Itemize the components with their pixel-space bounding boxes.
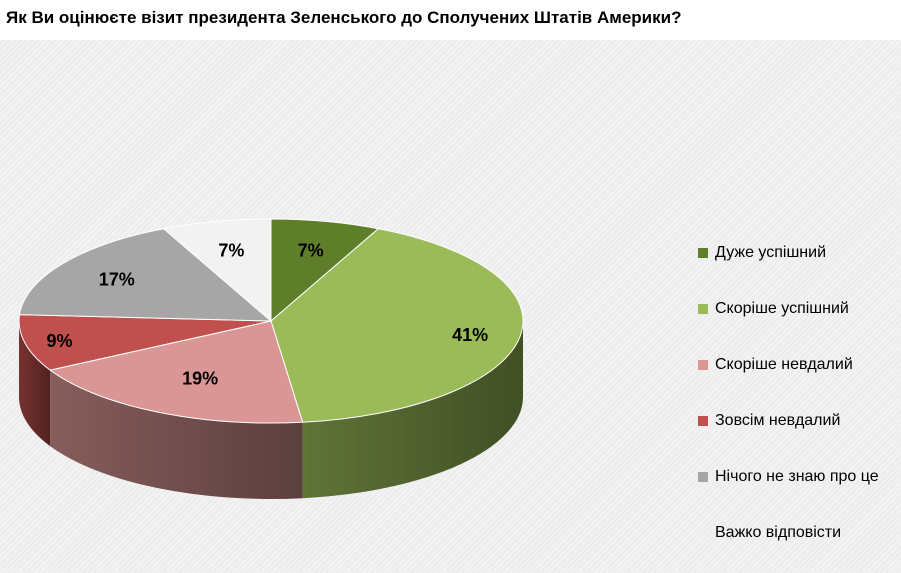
data-label-0: 7% <box>298 240 324 260</box>
legend-swatch-5 <box>698 528 708 538</box>
legend-label-1: Скоріше успішний <box>715 300 849 317</box>
legend-swatch-0 <box>698 248 708 258</box>
pie-side-2 <box>50 370 303 500</box>
pie-slice-4 <box>18 228 273 322</box>
legend-label-0: Дуже успішний <box>715 244 826 261</box>
pie-slice-1 <box>270 228 524 423</box>
legend-label-5: Важко відповісти <box>715 524 842 541</box>
legend-item-5: Важко відповісти <box>698 524 841 542</box>
legend-item-1: Скоріше успішний <box>698 300 849 318</box>
pie-slice-2 <box>48 320 304 424</box>
pie-slice-3 <box>18 314 272 371</box>
legend-swatch-2 <box>698 360 708 370</box>
legend-swatch-4 <box>698 472 708 482</box>
legend-label-2: Скоріше невдалий <box>715 356 853 373</box>
pie-slice-0 <box>270 218 380 323</box>
data-label-2: 19% <box>182 368 218 388</box>
data-label-4: 17% <box>99 270 135 290</box>
data-label-1: 41% <box>452 325 488 345</box>
chart-title: Як Ви оцінюєте візит президента Зеленськ… <box>6 8 682 27</box>
pie-side-1 <box>302 321 523 499</box>
pie-side-3 <box>18 321 51 447</box>
legend-item-2: Скоріше невдалий <box>698 356 853 374</box>
legend-swatch-1 <box>698 304 708 314</box>
data-label-3: 9% <box>46 331 72 351</box>
legend-item-3: Зовсім невдалий <box>698 412 840 430</box>
legend-item-0: Дуже успішний <box>698 244 826 262</box>
data-label-5: 7% <box>218 240 244 260</box>
legend-label-4: Нічого не знаю про це <box>715 468 879 485</box>
pie-slice-5 <box>162 218 272 323</box>
legend-item-4: Нічого не знаю про це <box>698 468 879 486</box>
legend-swatch-3 <box>698 416 708 426</box>
legend-label-3: Зовсім невдалий <box>715 412 841 429</box>
